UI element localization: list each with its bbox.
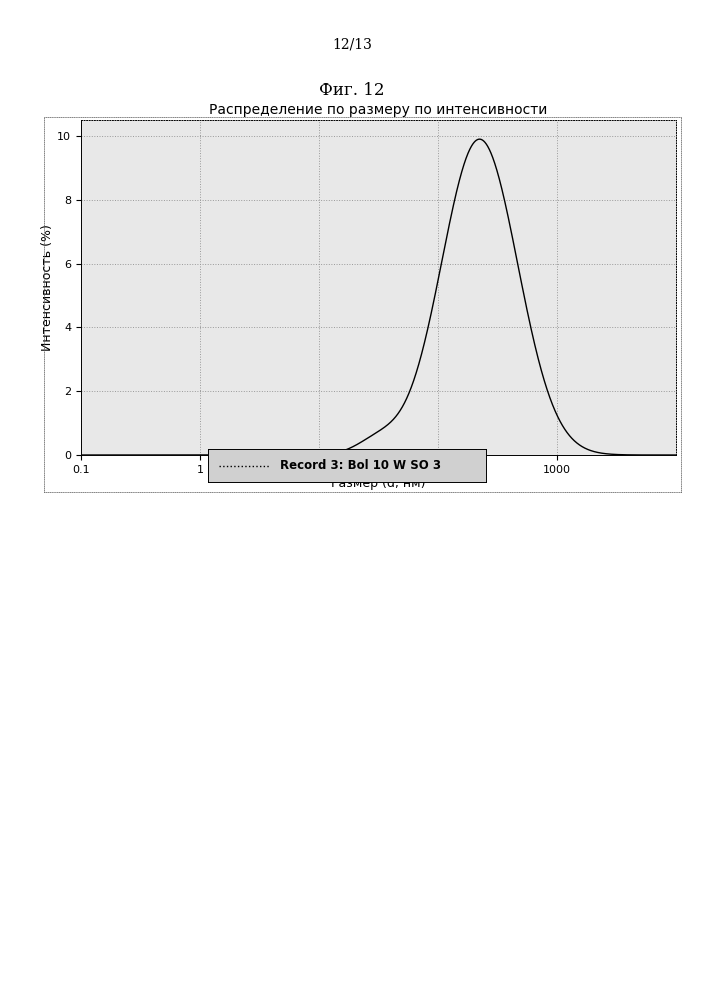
Text: Record 3: Bol 10 W SO 3: Record 3: Bol 10 W SO 3 xyxy=(280,459,441,472)
Text: Фиг. 12: Фиг. 12 xyxy=(319,82,385,99)
Y-axis label: Интенсивность (%): Интенсивность (%) xyxy=(42,224,54,351)
Text: 12/13: 12/13 xyxy=(332,38,372,52)
X-axis label: Размер (d, нм): Размер (d, нм) xyxy=(331,478,426,490)
Title: Распределение по размеру по интенсивности: Распределение по размеру по интенсивност… xyxy=(209,103,548,117)
